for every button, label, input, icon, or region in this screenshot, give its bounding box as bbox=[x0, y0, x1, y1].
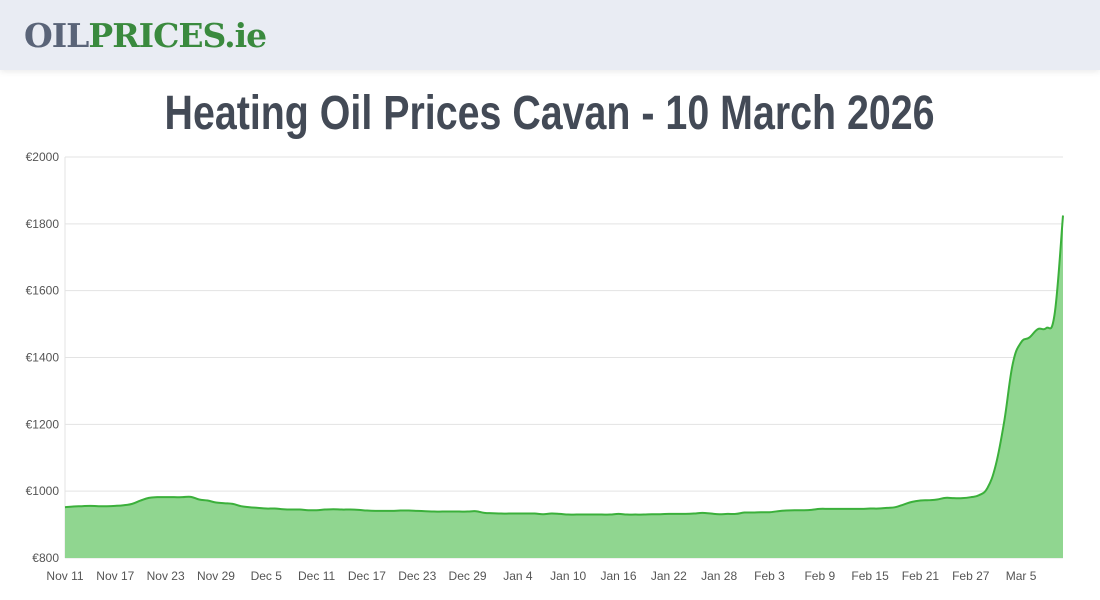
x-tick-label: Nov 11 bbox=[46, 569, 83, 583]
x-tick-label: Jan 4 bbox=[503, 569, 533, 583]
site-logo[interactable]: OILPRICES.ie bbox=[24, 16, 267, 56]
x-tick-label: Dec 5 bbox=[251, 569, 283, 583]
logo-oil: OIL bbox=[24, 16, 89, 55]
x-tick-label: Feb 15 bbox=[851, 569, 889, 583]
site-header: OILPRICES.ie bbox=[0, 0, 1100, 70]
x-tick-label: Feb 21 bbox=[902, 569, 940, 583]
x-tick-label: Feb 3 bbox=[754, 569, 785, 583]
x-tick-label: Nov 17 bbox=[96, 569, 134, 583]
y-tick-label: €1800 bbox=[26, 217, 60, 231]
price-line bbox=[64, 215, 1064, 516]
x-tick-label: Dec 29 bbox=[449, 569, 487, 583]
y-tick-label: €1200 bbox=[26, 417, 60, 431]
x-tick-label: Dec 17 bbox=[348, 569, 386, 583]
x-tick-label: Jan 16 bbox=[600, 569, 636, 583]
x-tick-label: Dec 23 bbox=[398, 569, 436, 583]
x-tick-label: Jan 10 bbox=[550, 569, 586, 583]
y-tick-label: €1400 bbox=[26, 351, 60, 365]
area-fill bbox=[65, 215, 1063, 558]
x-tick-label: Feb 9 bbox=[804, 569, 835, 583]
x-tick-label: Nov 29 bbox=[197, 569, 235, 583]
y-tick-label: €1000 bbox=[26, 484, 60, 498]
x-tick-label: Jan 28 bbox=[701, 569, 737, 583]
x-tick-label: Jan 22 bbox=[651, 569, 687, 583]
x-tick-label: Mar 5 bbox=[1006, 569, 1037, 583]
y-tick-label: €800 bbox=[32, 551, 59, 565]
x-tick-label: Nov 23 bbox=[147, 569, 185, 583]
x-tick-label: Dec 11 bbox=[298, 569, 335, 583]
page-title: Heating Oil Prices Cavan - 10 March 2026 bbox=[0, 84, 1100, 144]
page-title-text: Heating Oil Prices Cavan - 10 March 2026 bbox=[164, 87, 936, 140]
y-tick-label: €1600 bbox=[26, 284, 60, 298]
y-tick-label: €2000 bbox=[26, 150, 60, 164]
x-tick-label: Feb 27 bbox=[952, 569, 990, 583]
logo-prices: PRICES.ie bbox=[88, 16, 267, 55]
